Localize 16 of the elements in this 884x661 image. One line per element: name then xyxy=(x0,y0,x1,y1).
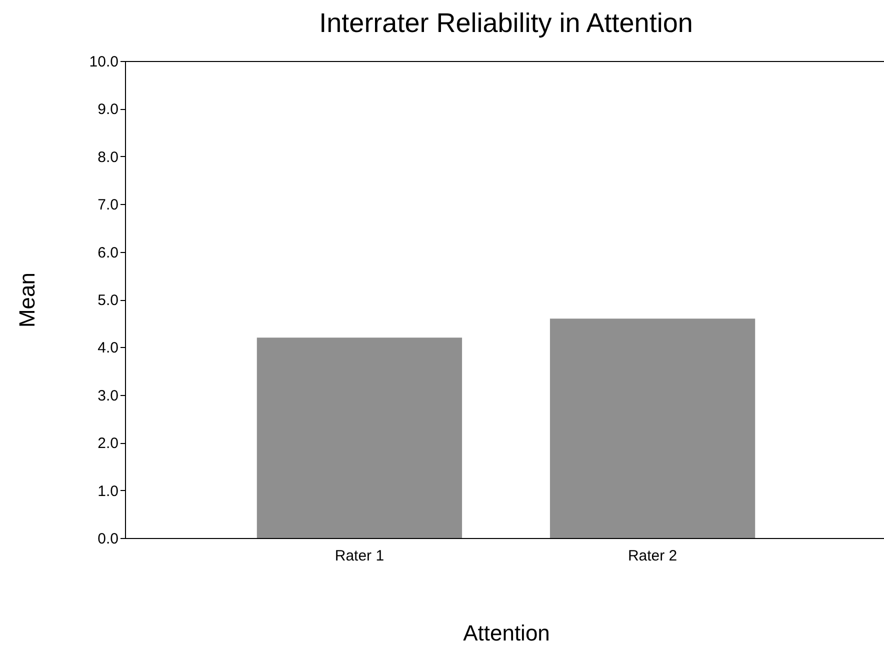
y-tick-label: 10.0 xyxy=(89,54,118,70)
x-tick-label: Rater 1 xyxy=(334,548,384,564)
y-tick-label: 0.0 xyxy=(98,530,118,548)
y-axis-title: Mean xyxy=(14,272,40,328)
y-tick-label: 7.0 xyxy=(98,196,118,214)
y-tick-label: 9.0 xyxy=(98,101,118,118)
x-axis-title: Attention xyxy=(463,620,550,646)
y-tick-label: 8.0 xyxy=(98,148,118,166)
y-tick-label: 1.0 xyxy=(98,482,118,500)
chart-title: Interrater Reliability in Attention xyxy=(319,8,693,38)
y-tick-label: 6.0 xyxy=(98,244,118,262)
x-tick-label: Rater 2 xyxy=(628,548,678,564)
y-tick-label: 5.0 xyxy=(98,292,118,309)
y-tick-label: 2.0 xyxy=(98,435,118,452)
y-tick-label: 3.0 xyxy=(98,387,118,404)
y-tick-label: 4.0 xyxy=(98,340,118,357)
